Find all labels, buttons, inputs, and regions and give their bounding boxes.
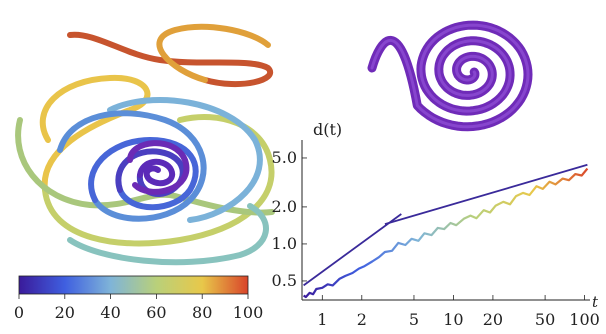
spiral-curve-3d <box>367 20 533 132</box>
x-tick-label: 1 <box>317 310 327 329</box>
x-tick-label: 20 <box>483 310 503 329</box>
tube-segment-blue <box>88 137 199 211</box>
y-tick-label: 0.5 <box>272 271 297 290</box>
tube-segment-violet <box>137 158 175 187</box>
colorbar-tick-label: 60 <box>146 303 166 322</box>
chart-axes <box>301 140 590 301</box>
tube-segment-steel <box>57 110 207 222</box>
colorbar-tick-label: 80 <box>192 303 212 322</box>
tube-segment-lightblue <box>107 97 263 223</box>
y-tick-label: 5.0 <box>272 148 297 167</box>
colorbar: 0 20 40 60 80 100 <box>14 275 263 322</box>
colorbar-tick-label: 20 <box>55 303 75 322</box>
tangled-curve-3d <box>15 23 275 266</box>
y-tick-label: 1.0 <box>272 234 297 253</box>
tube-segment-orange <box>156 23 271 83</box>
spiral-highlight <box>370 23 530 129</box>
tube-segment-red <box>67 31 274 88</box>
x-axis-label: t <box>592 293 599 311</box>
y-tick-labels: 0.5 1.0 2.0 5.0 <box>272 148 307 290</box>
tangle-tube <box>15 23 275 266</box>
colorbar-tick-label: 40 <box>100 303 120 322</box>
series-fit-long-line <box>384 163 588 225</box>
colorbar-tick-label: 0 <box>14 303 24 322</box>
series-layer <box>303 163 589 299</box>
x-tick-labels: 1 2 5 10 20 50 100 <box>317 295 600 329</box>
tube-segment-teal <box>67 203 269 266</box>
tube-segment-yellow <box>39 74 151 193</box>
spiral-tube <box>367 20 533 132</box>
x-tick-label: 2 <box>357 310 367 329</box>
x-tick-label: 10 <box>443 310 463 329</box>
series-measured-line <box>303 167 589 299</box>
colorbar-ticks: 0 20 40 60 80 100 <box>14 294 263 322</box>
x-tick-label: 5 <box>409 310 419 329</box>
colorbar-tick-label: 100 <box>233 303 264 322</box>
tube-segment-purple <box>127 140 190 195</box>
y-axis-label: d(t) <box>313 120 342 139</box>
colorbar-gradient <box>18 275 249 295</box>
series-fit-short-line <box>303 213 402 287</box>
x-tick-label: 50 <box>535 310 555 329</box>
y-tick-label: 2.0 <box>272 197 297 216</box>
x-tick-label: 100 <box>569 310 600 329</box>
loglog-chart: 1 2 5 10 20 50 100 0.5 1.0 2.0 5.0 d(t) t <box>272 120 600 329</box>
